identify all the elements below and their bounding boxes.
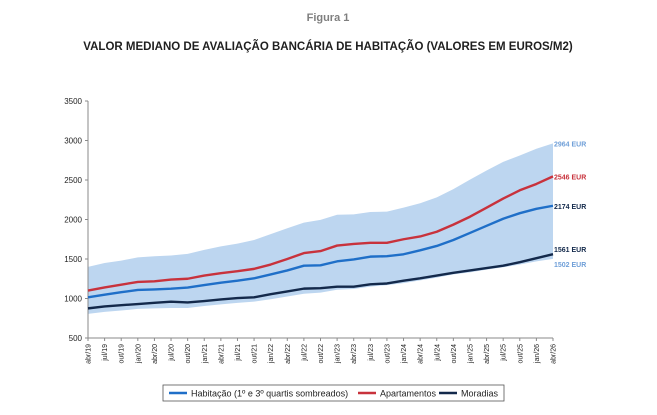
x-tick-label: jul/19	[102, 344, 109, 362]
x-tick-label: abr/25	[484, 344, 491, 364]
x-tick-label: abr/24	[418, 344, 425, 364]
end-value-label: 2546 EUR	[554, 174, 586, 181]
x-tick-label: out/25	[517, 344, 524, 364]
y-tick-label: 3500	[64, 97, 82, 106]
x-tick-label: out/23	[384, 344, 391, 364]
legend-frame	[162, 384, 505, 402]
legend: Habitação (1º e 3º quartis sombreados) Ap…	[162, 384, 505, 402]
end-value-label: 2174 EUR	[554, 204, 586, 211]
x-tick-label: abr/21	[218, 344, 225, 364]
x-tick-label: out/20	[185, 344, 192, 364]
x-tick-label: abr/19	[86, 344, 93, 364]
x-tick-label: out/19	[119, 344, 126, 364]
x-tick-label: jul/25	[501, 344, 508, 362]
x-tick-label: out/22	[318, 344, 325, 364]
series-line-0	[87, 204, 554, 299]
plot-area: 500 1000 1500 2000 2500 3000 3500 abr/19 jul/19 o…	[64, 97, 586, 364]
x-tick-label: jan/22	[268, 344, 275, 364]
figure-label: Figura 1	[307, 12, 350, 24]
quartile-band	[88, 143, 553, 314]
x-tick-label: jul/23	[368, 344, 375, 362]
x-tick-label: abr/22	[285, 344, 292, 364]
y-tick-label: 1500	[64, 255, 82, 264]
x-tick-label: jul/20	[169, 344, 176, 362]
x-tick-label: jan/24	[401, 344, 408, 364]
y-tick-label: 2000	[64, 216, 82, 225]
end-value-label: 1561 EUR	[554, 247, 586, 254]
legend-label: Habitação (1º e 3º quartis sombreados)	[191, 389, 348, 399]
x-tick-label: jul/21	[235, 344, 242, 362]
x-tick-label: jan/23	[335, 344, 342, 364]
x-tick-label: abr/26	[551, 344, 558, 364]
legend-label: Moradias	[461, 389, 499, 399]
x-tick-label: jan/25	[467, 344, 474, 364]
y-tick-label: 2500	[64, 176, 82, 185]
y-tick-label: 1000	[64, 295, 82, 304]
x-tick-label: jan/20	[135, 344, 142, 364]
x-tick-label: abr/23	[351, 344, 358, 364]
end-value-label: 2964 EUR	[554, 141, 586, 148]
x-tick-label: abr/20	[152, 344, 159, 364]
series-line-2	[87, 253, 554, 310]
x-tick-label: jul/22	[301, 344, 308, 362]
x-tick-label: out/21	[252, 344, 259, 364]
chart-title: VALOR MEDIANO DE AVALIAÇÃO BANCÁRIA DE H…	[83, 40, 573, 53]
legend-label: Apartamentos	[380, 389, 437, 399]
x-tick-label: jan/26	[534, 344, 541, 364]
series-line-1	[87, 175, 554, 292]
x-tick-label: out/24	[451, 344, 458, 364]
y-tick-label: 3000	[64, 137, 82, 146]
end-value-label: 1502 EUR	[554, 262, 586, 269]
x-tick-label: jan/21	[202, 344, 209, 364]
x-tick-label: jul/24	[434, 344, 441, 362]
y-tick-label: 500	[69, 334, 83, 343]
